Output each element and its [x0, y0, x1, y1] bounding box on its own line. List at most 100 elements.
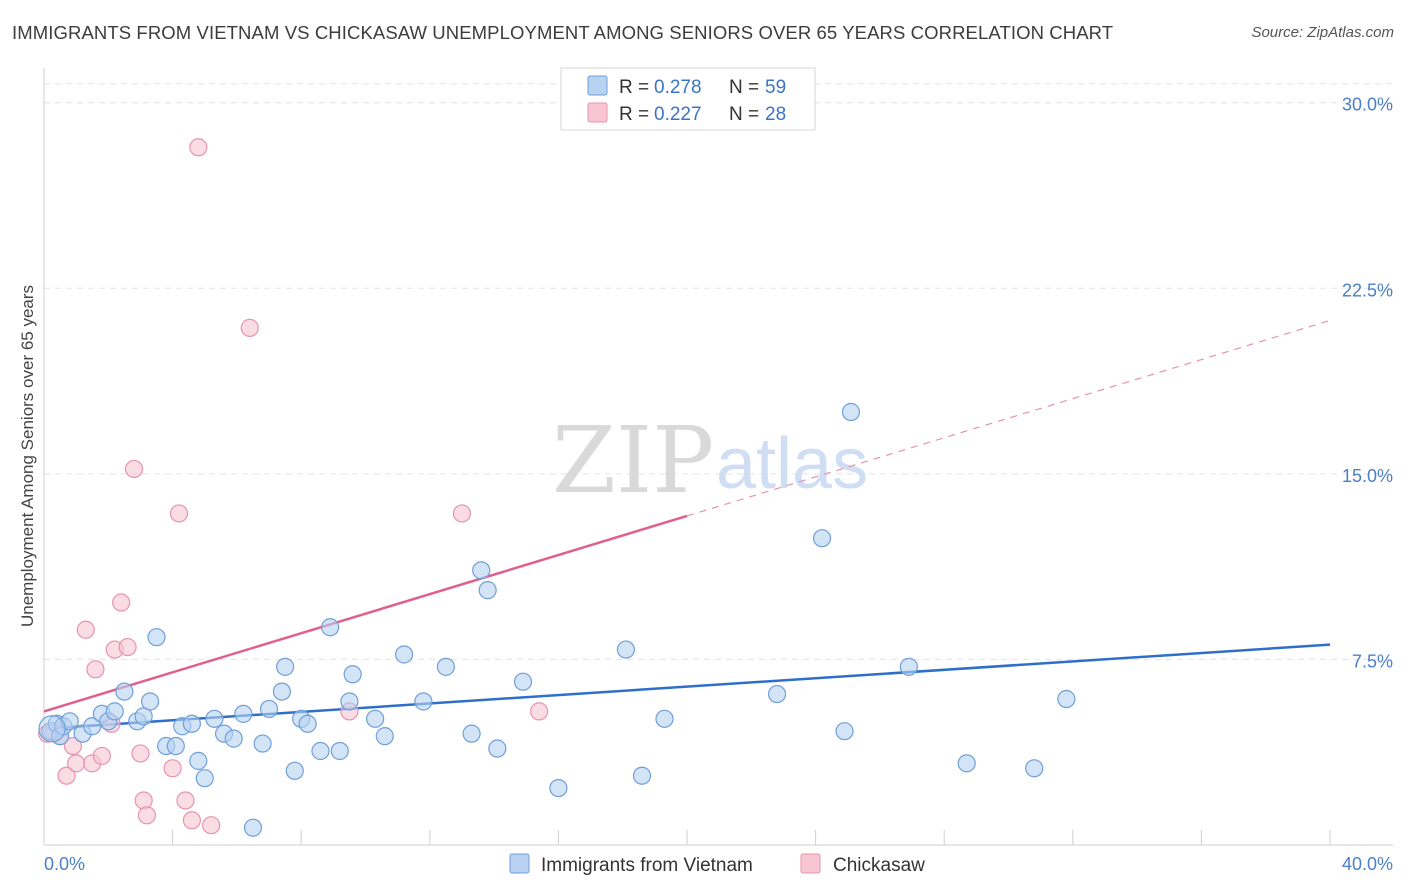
point-vietnam: [243, 818, 263, 837]
point-vietnam: [436, 657, 455, 676]
y-tick-labels: 7.5% 15.0% 22.5% 30.0%: [1342, 95, 1393, 672]
point-vietnam: [1057, 689, 1076, 709]
axes: [43, 68, 1393, 846]
point-vietnam: [115, 682, 134, 701]
legend-n-label: N =: [729, 77, 759, 98]
bottom-legend-label-vietnam: Immigrants from Vietnam: [541, 855, 753, 876]
y-axis-label: Unemployment Among Seniors over 65 years: [18, 285, 37, 627]
source-label: Source: ZipAtlas.com: [1251, 24, 1394, 41]
point-vietnam: [182, 714, 201, 733]
point-vietnam: [957, 754, 976, 773]
point-vietnam: [311, 741, 330, 761]
bottom-legend: Immigrants from Vietnam Chickasaw: [509, 853, 925, 876]
trend-line-vietnam: [43, 643, 1331, 730]
bottom-legend-swatch-vietnam: [509, 853, 530, 874]
point-vietnam: [472, 561, 491, 580]
bottom-legend-swatch-chickasaw: [800, 853, 821, 874]
legend-n-label: N =: [729, 104, 759, 125]
point-chickasaw: [240, 318, 259, 337]
point-vietnam: [60, 712, 79, 731]
point-vietnam: [234, 704, 253, 723]
point-chickasaw: [176, 791, 195, 810]
watermark-atlas: atlas: [716, 424, 868, 504]
point-chickasaw: [163, 759, 182, 778]
legend-swatch-chickasaw: [587, 102, 608, 123]
legend-box: R = 0.278 N = 59 R = 0.227 N = 28: [560, 67, 816, 131]
legend-swatch-vietnam: [587, 75, 608, 96]
point-vietnam: [366, 709, 385, 728]
point-vietnam: [632, 766, 652, 785]
point-vietnam: [655, 709, 674, 728]
point-vietnam: [166, 736, 185, 756]
point-vietnam: [224, 729, 243, 748]
point-vietnam: [513, 672, 533, 691]
point-vietnam: [253, 734, 272, 753]
point-chickasaw: [57, 766, 76, 785]
point-vietnam: [340, 692, 359, 711]
data-points: [38, 138, 1076, 837]
point-chickasaw: [63, 736, 83, 756]
point-chickasaw: [189, 138, 208, 157]
legend-n-value-chickasaw: 28: [765, 104, 786, 125]
point-vietnam: [414, 692, 433, 711]
point-vietnam: [478, 581, 497, 600]
point-vietnam: [899, 657, 918, 676]
grid-lines: [44, 83, 1393, 660]
legend-n-value-vietnam: 59: [765, 77, 786, 98]
legend-r-value-vietnam: 0.278: [654, 77, 702, 98]
point-vietnam: [140, 692, 160, 711]
point-vietnam: [375, 727, 394, 746]
y-tick-label: 30.0%: [1342, 95, 1393, 115]
point-chickasaw: [137, 806, 156, 825]
point-vietnam: [276, 657, 295, 676]
point-vietnam: [259, 699, 279, 719]
chart-title: IMMIGRANTS FROM VIETNAM VS CHICKASAW UNE…: [12, 22, 1114, 43]
point-vietnam: [321, 618, 340, 637]
y-tick-label: 7.5%: [1352, 651, 1393, 671]
point-chickasaw: [124, 459, 144, 479]
point-vietnam: [195, 769, 214, 788]
point-vietnam: [189, 751, 208, 770]
point-vietnam: [841, 402, 861, 422]
point-chickasaw: [76, 620, 95, 639]
point-vietnam: [767, 684, 787, 704]
y-tick-label: 22.5%: [1342, 280, 1393, 300]
point-vietnam: [812, 529, 832, 548]
point-vietnam: [488, 739, 507, 758]
point-vietnam: [298, 714, 317, 733]
point-vietnam: [205, 709, 224, 728]
trend-lines: [43, 319, 1331, 730]
x-tick-label-max: 40.0%: [1342, 854, 1393, 874]
point-vietnam: [394, 645, 414, 664]
point-chickasaw: [530, 702, 549, 721]
point-chickasaw: [169, 504, 189, 523]
point-vietnam: [105, 702, 124, 721]
y-tick-label: 15.0%: [1342, 466, 1393, 486]
point-chickasaw: [67, 754, 86, 773]
point-vietnam: [549, 778, 568, 798]
point-chickasaw: [118, 637, 137, 657]
x-tick-label-min: 0.0%: [44, 854, 85, 874]
trend-line-chickasaw-extension: [686, 319, 1331, 517]
point-vietnam: [147, 628, 166, 647]
point-vietnam: [272, 682, 292, 701]
point-chickasaw: [92, 746, 111, 766]
point-chickasaw: [112, 593, 131, 612]
point-chickasaw: [202, 816, 221, 835]
point-vietnam: [330, 741, 349, 761]
point-chickasaw: [134, 791, 153, 810]
legend-r-label: R =: [619, 77, 649, 98]
point-chickasaw: [182, 811, 201, 830]
point-vietnam: [616, 640, 636, 659]
bottom-legend-label-chickasaw: Chickasaw: [833, 855, 925, 876]
watermark-zip: ZIP: [552, 407, 714, 514]
trend-line-chickasaw: [43, 514, 688, 713]
point-vietnam: [285, 761, 304, 780]
legend-r-label: R =: [619, 104, 649, 125]
point-chickasaw: [86, 660, 105, 679]
point-vietnam: [835, 722, 854, 741]
point-chickasaw: [131, 744, 150, 763]
point-vietnam: [343, 665, 362, 684]
point-vietnam-cluster: [38, 715, 66, 743]
